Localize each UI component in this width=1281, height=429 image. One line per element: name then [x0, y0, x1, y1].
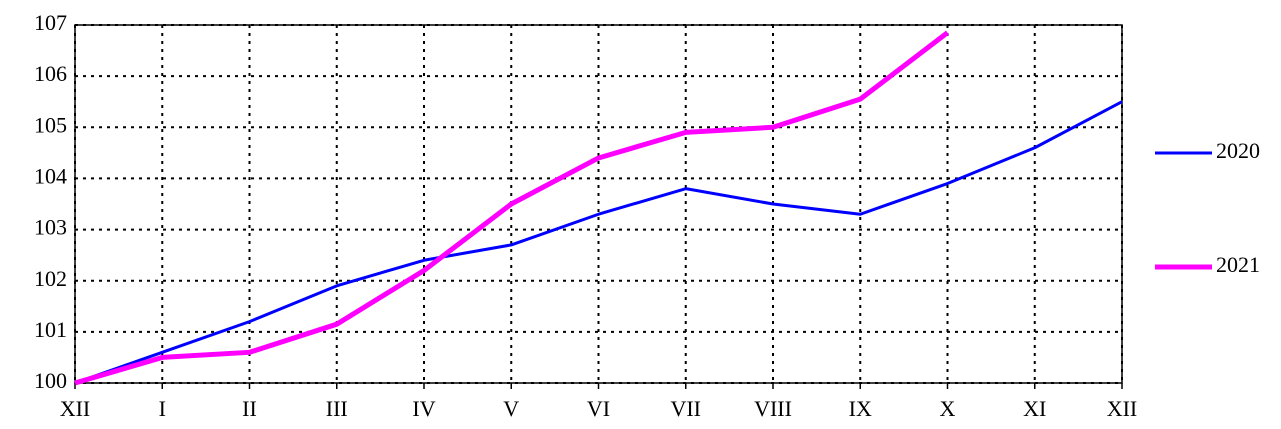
y-tick-label: 105 — [34, 112, 67, 137]
y-tick-label: 102 — [34, 266, 67, 291]
legend-label: 2020 — [1216, 138, 1260, 163]
y-tick-label: 104 — [34, 163, 67, 188]
x-tick-label: II — [242, 396, 257, 421]
y-tick-label: 103 — [34, 215, 67, 240]
plot-border — [74, 24, 1123, 384]
legend-label: 2021 — [1216, 252, 1260, 277]
x-tick-label: V — [503, 396, 519, 421]
line-series — [74, 30, 950, 386]
x-tick-label: IX — [849, 396, 872, 421]
x-tick-label: X — [940, 396, 956, 421]
x-tick-label: VIII — [754, 396, 792, 421]
x-tick-label: XII — [1107, 396, 1138, 421]
x-tick-label: III — [326, 396, 348, 421]
x-tick-label: I — [159, 396, 166, 421]
x-tick-label: VI — [587, 396, 610, 421]
x-tick-label: XI — [1023, 396, 1046, 421]
y-tick-label: 107 — [34, 10, 67, 35]
y-tick-label: 106 — [34, 61, 67, 86]
x-tick-label: VII — [670, 396, 701, 421]
x-tick-label: IV — [412, 396, 435, 421]
y-tick-label: 101 — [34, 317, 67, 342]
line-series — [74, 100, 1123, 385]
y-tick-label: 100 — [34, 368, 67, 393]
x-tick-label: XII — [60, 396, 91, 421]
